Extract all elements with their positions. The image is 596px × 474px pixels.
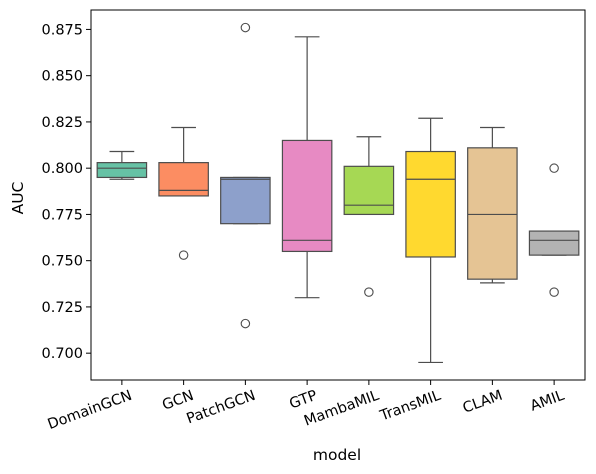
x-tick-label-patchgcn: PatchGCN: [185, 388, 258, 428]
x-tick-label-gtp: GTP: [287, 388, 319, 413]
y-tick-label-5: 0.825: [41, 115, 83, 131]
y-tick-label-0: 0.700: [41, 346, 83, 362]
box-body-amil: [528, 230, 580, 256]
x-tick-label-transmil: TransMIL: [377, 388, 443, 425]
outlier-amil-2: [549, 287, 559, 297]
y-tick-label-3: 0.775: [41, 207, 83, 223]
y-tick-label-7: 0.875: [41, 22, 83, 38]
box-body-mambamil: [343, 165, 395, 216]
box-mambamil: [343, 136, 395, 297]
box-amil: [528, 163, 580, 297]
outlier-amil-1: [549, 163, 559, 173]
box-domaingcn: [96, 150, 148, 180]
box-patchgcn: [220, 22, 271, 329]
x-axis-label: model: [313, 446, 361, 464]
outlier-mambamil-1: [364, 287, 374, 297]
y-tick-label-1: 0.725: [41, 300, 83, 316]
box-gcn: [158, 126, 209, 260]
plot-frame: [90, 9, 586, 381]
box-body-gtp: [281, 139, 333, 253]
box-transmil: [405, 117, 456, 364]
box-body-domaingcn: [96, 162, 148, 179]
y-tick-label-4: 0.800: [41, 161, 83, 177]
plot-area: [96, 22, 580, 364]
box-clam: [467, 126, 518, 284]
outlier-gcn-1: [178, 250, 189, 260]
box-gtp: [281, 36, 333, 299]
outlier-patchgcn-1: [240, 22, 251, 33]
box-body-patchgcn: [220, 176, 271, 225]
outlier-patchgcn-2: [240, 318, 251, 329]
y-tick-label-2: 0.750: [41, 254, 83, 270]
x-tick-label-amil: AMIL: [528, 388, 566, 415]
y-tick-label-6: 0.850: [41, 69, 83, 85]
x-tick-label-domaingcn: DomainGCN: [46, 388, 135, 433]
box-body-transmil: [405, 150, 456, 258]
box-body-clam: [467, 147, 518, 280]
y-axis-label: AUC: [9, 182, 27, 215]
x-tick-label-clam: CLAM: [461, 388, 505, 417]
